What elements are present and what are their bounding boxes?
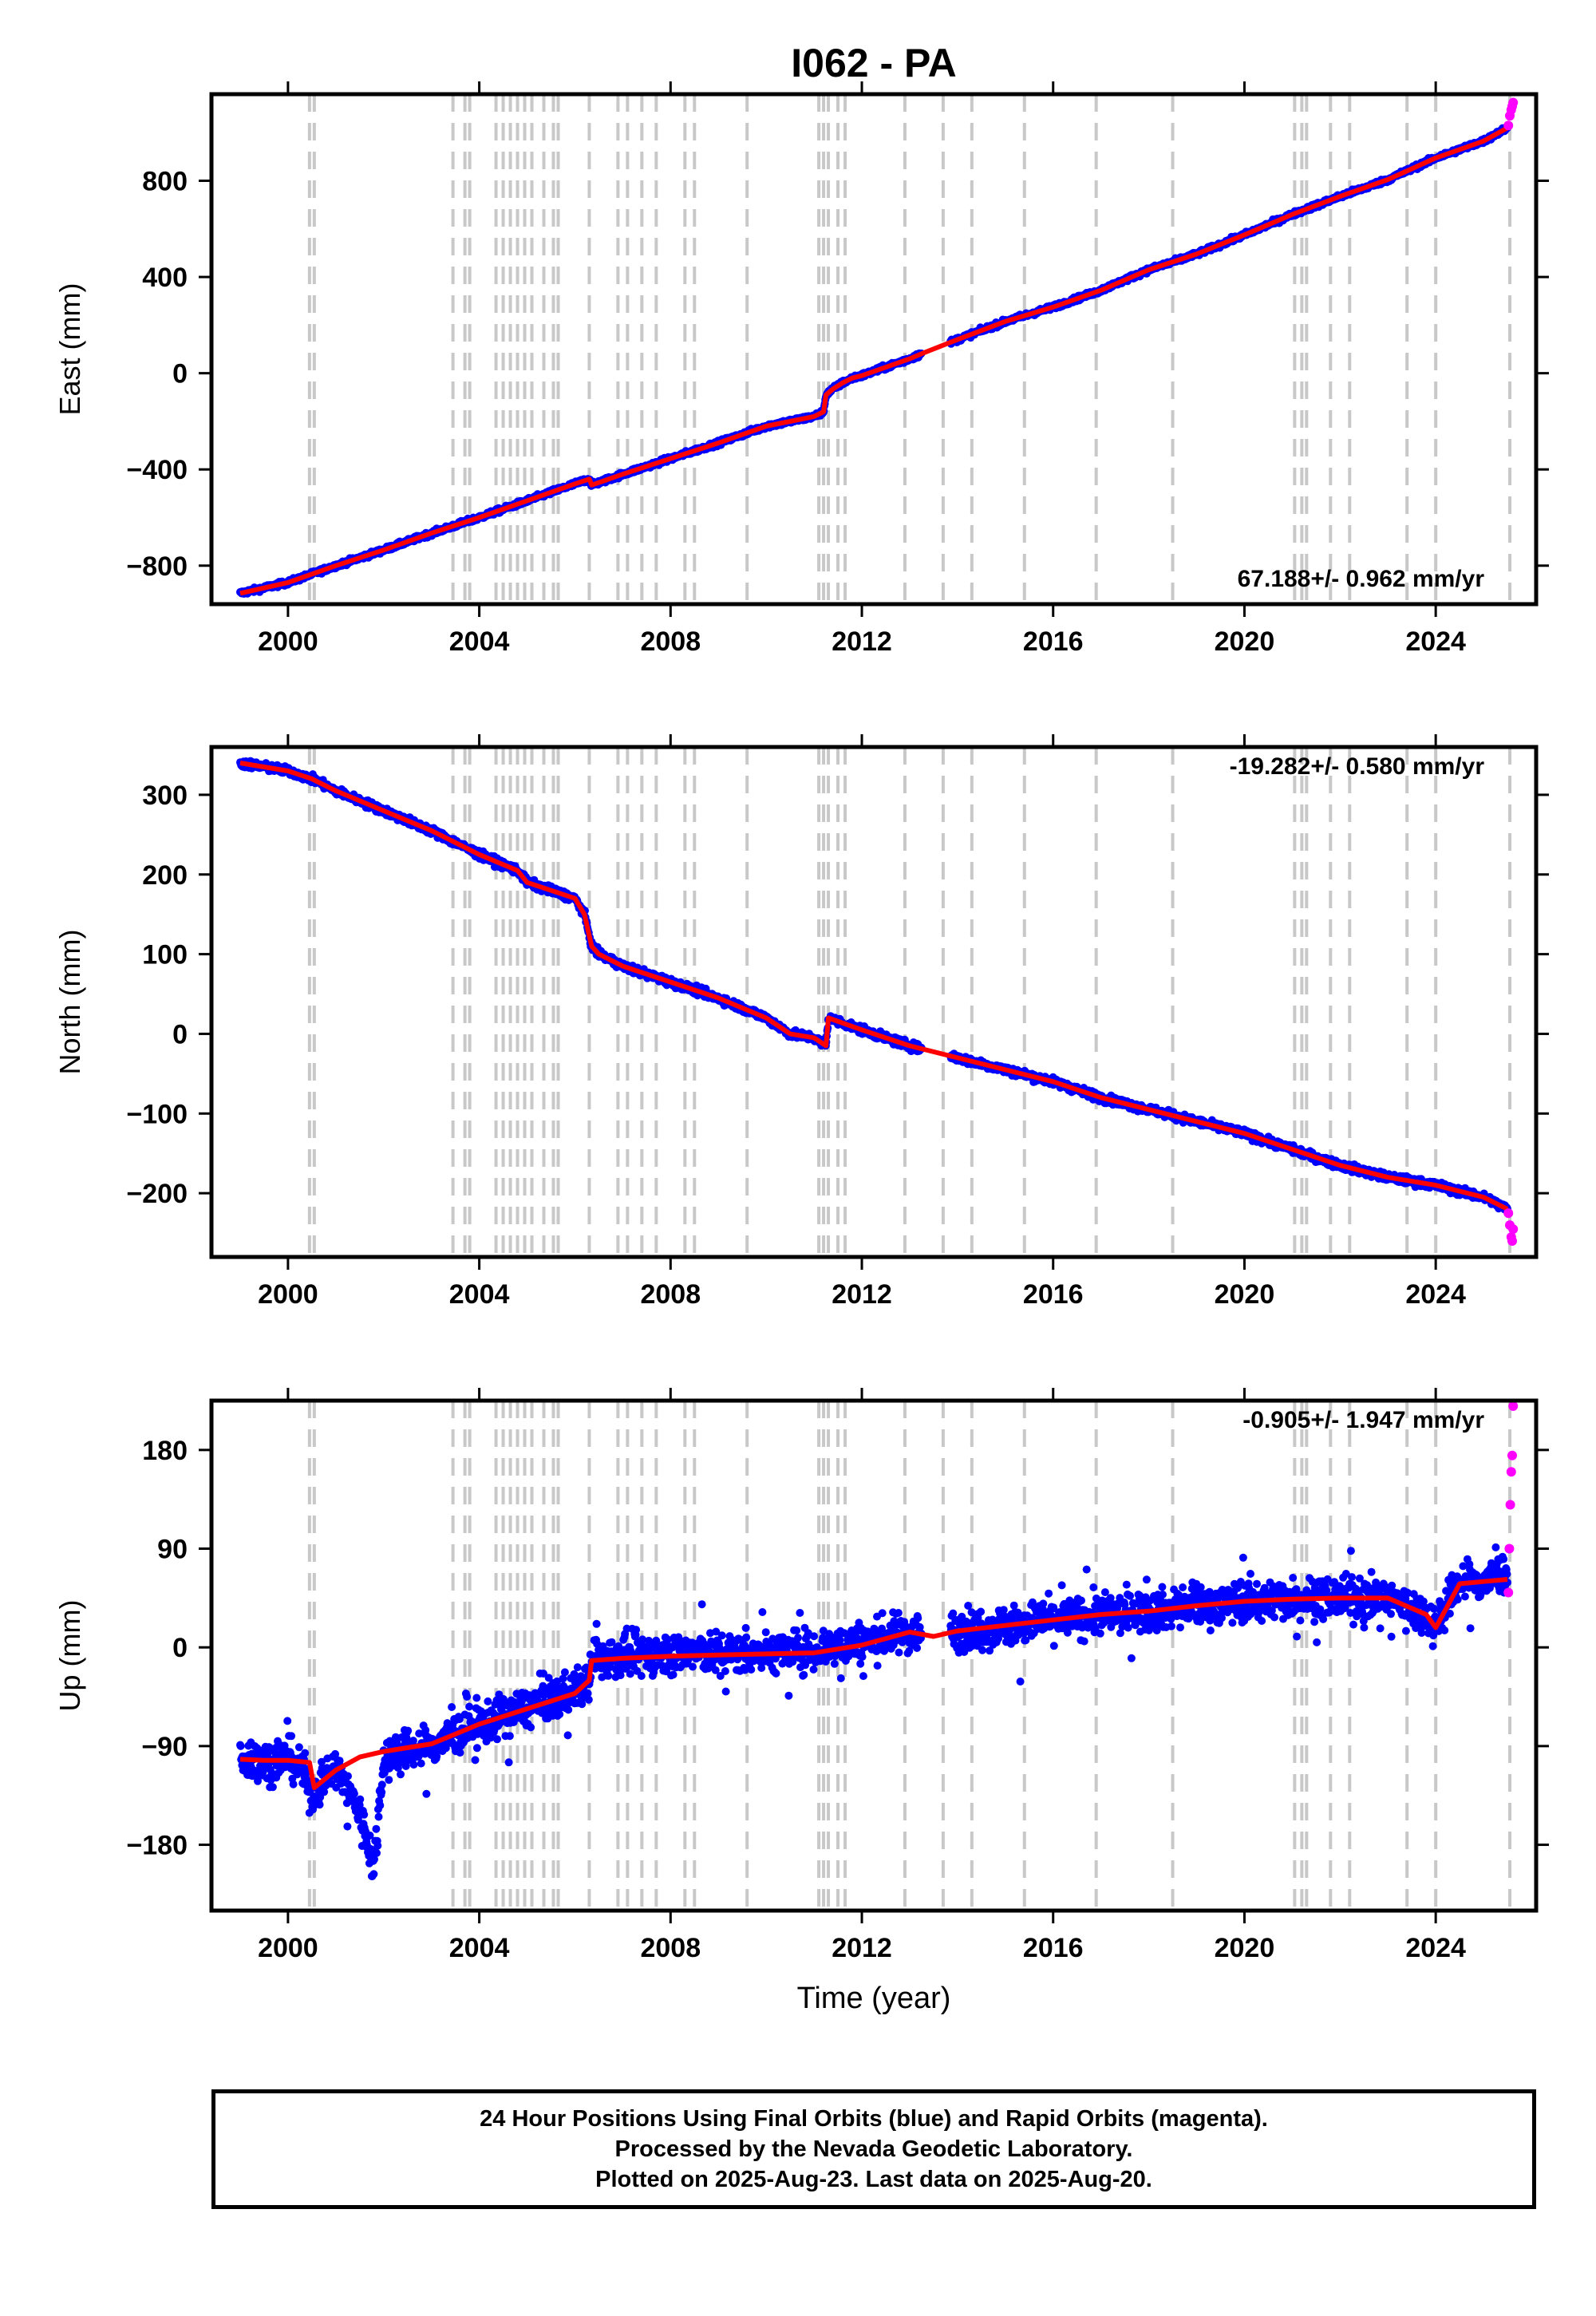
y-tick-label: 400 [142,263,188,293]
panel-east: 2000 2004 2008 2012 2016 2020 2024 −800 −400 0 400… [53,81,1549,657]
y-tick-label: −400 [126,455,188,485]
model-line [239,125,1509,596]
x-tick-label: 2008 [640,626,701,657]
rate-label: 67.188+/- 0.962 mm/yr [1238,566,1485,592]
y-tick-label: 0 [172,359,188,389]
x-tick-label: 2020 [1215,626,1275,657]
final-orbit-points [236,757,1511,1215]
panel-north: 2000 2004 2008 2012 2016 2020 2024−200−1000100… [53,734,1549,1310]
plot-area [236,747,1519,1257]
y-tick-label: −800 [126,551,188,582]
plot-area [236,94,1519,604]
rapid-orbit-point [1508,97,1519,108]
x-tick-label: 2024 [1405,626,1466,657]
chart-title: I062 - PA [791,41,957,85]
rapid-orbit-point [1503,121,1514,131]
axes-frame [209,92,1539,607]
x-tick-label: 2016 [1023,626,1084,657]
x-tick-label: 2012 [832,626,892,657]
y-tick-label: 800 [142,167,188,197]
rapid-orbit-points [1503,97,1519,131]
y-axis-label: East (mm) [53,283,86,416]
x-tick-label: 2000 [258,626,318,657]
final-orbit-points [236,123,1511,598]
x-tick-label: 2004 [449,626,510,657]
